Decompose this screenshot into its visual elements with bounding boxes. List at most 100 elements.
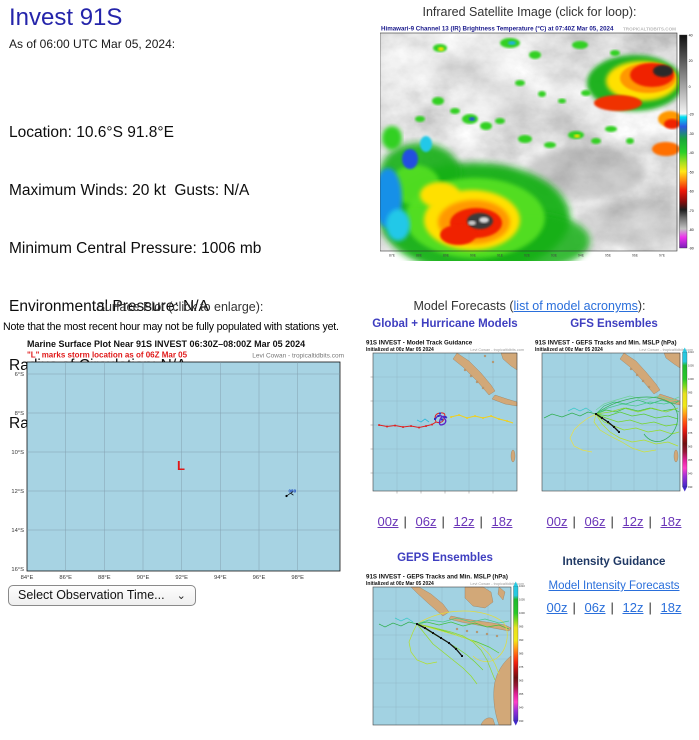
svg-text:995: 995 — [519, 625, 524, 629]
svg-text:-70: -70 — [689, 209, 694, 213]
separator: | — [648, 600, 652, 615]
svg-text:0: 0 — [689, 85, 691, 89]
gefs-tracks-map[interactable]: 91S INVEST - GEFS Tracks and Min. MSLP (… — [534, 338, 694, 506]
page-title: Invest 91S — [9, 4, 123, 31]
storm-max-winds: Maximum Winds: 20 kt Gusts: N/A — [9, 182, 250, 200]
station-plot: 080 — [285, 489, 297, 498]
svg-text:-30: -30 — [689, 132, 694, 136]
svg-text:12°S: 12°S — [11, 489, 24, 495]
svg-text:91S INVEST - Model Track Guida: 91S INVEST - Model Track Guidance — [366, 340, 473, 347]
satellite-image-title: Himawari-9 Channel 13 (IR) Brightness Te… — [381, 26, 614, 33]
svg-text:940: 940 — [688, 472, 693, 476]
svg-text:930: 930 — [519, 719, 524, 723]
gfs-link-06z[interactable]: 06z — [584, 514, 606, 529]
svg-text:080: 080 — [289, 489, 297, 494]
separator: | — [648, 514, 652, 529]
model-tracks — [378, 412, 514, 429]
svg-text:90E: 90E — [470, 254, 477, 258]
svg-text:995: 995 — [688, 391, 693, 395]
observation-time-select[interactable]: Select Observation Time... ⌄ — [8, 585, 196, 606]
global-link-18z[interactable]: 18z — [491, 514, 513, 529]
tropicaltidbits-watermark: TROPICALTIDBITS.COM — [623, 27, 676, 32]
land-shapes — [452, 352, 518, 463]
surface-plot-section: Surface Plot (click to enlarge): Note th… — [0, 297, 360, 728]
satellite-convection-blobs — [380, 38, 683, 261]
svg-text:940: 940 — [519, 706, 524, 710]
svg-text:90°E: 90°E — [137, 575, 150, 581]
surface-plot-x-labels: 84°E 86°E 88°E 90°E 92°E 94°E 96°E 98°E — [21, 575, 304, 581]
svg-text:-50: -50 — [689, 170, 694, 174]
infrared-satellite-image[interactable]: Himawari-9 Channel 13 (IR) Brightness Te… — [380, 23, 695, 261]
svg-text:84°E: 84°E — [21, 575, 34, 581]
marine-surface-plot[interactable]: Marine Surface Plot Near 91S INVEST 06:3… — [3, 338, 351, 583]
satellite-section-title: Infrared Satellite Image (click for loop… — [422, 5, 637, 19]
map-grid — [373, 353, 517, 491]
svg-text:985: 985 — [519, 652, 524, 656]
svg-text:8°S: 8°S — [15, 411, 25, 417]
surface-plot-area — [26, 361, 341, 572]
wind-barb — [286, 491, 294, 497]
svg-text:91E: 91E — [497, 254, 504, 258]
model-forecasts-title-prefix: Model Forecasts ( — [413, 299, 514, 313]
global-time-links: 00z | 06z | 12z | 18z — [362, 514, 528, 529]
svg-text:-60: -60 — [689, 190, 694, 194]
observation-time-select-label: Select Observation Time... — [18, 588, 165, 602]
surface-plot-credit: Levi Cowan - tropicaltidbits.com — [252, 353, 344, 360]
gfs-link-12z[interactable]: 12z — [622, 514, 644, 529]
svg-text:955: 955 — [688, 458, 693, 462]
svg-text:92°E: 92°E — [175, 575, 188, 581]
model-intensity-forecasts-link[interactable]: Model Intensity Forecasts — [548, 580, 680, 592]
geps-ensembles-header: GEPS Ensembles — [397, 552, 493, 564]
svg-text:990: 990 — [688, 404, 693, 408]
svg-text:88°E: 88°E — [98, 575, 111, 581]
mslp-colorbar: 1010 1005 1000 995 990 985 975 965 955 9… — [513, 581, 525, 726]
global-hurricane-panel: Global + Hurricane Models 91S INVEST - M… — [362, 318, 528, 529]
model-acronyms-link[interactable]: list of model acronyms — [513, 299, 638, 313]
svg-text:930: 930 — [688, 485, 693, 489]
svg-text:-40: -40 — [689, 151, 694, 155]
svg-text:985: 985 — [688, 418, 693, 422]
svg-text:6°S: 6°S — [15, 372, 25, 378]
gfs-link-00z[interactable]: 00z — [546, 514, 568, 529]
intensity-link-06z[interactable]: 06z — [584, 600, 606, 615]
geps-tracks-map[interactable]: 91S INVEST - GEPS Tracks and Min. MSLP (… — [365, 572, 525, 740]
svg-text:1010: 1010 — [688, 350, 694, 354]
satellite-frame — [380, 32, 678, 252]
svg-text:1005: 1005 — [519, 598, 525, 602]
svg-text:88E: 88E — [416, 254, 423, 258]
svg-text:97E: 97E — [659, 254, 666, 258]
surface-plot-subtitle: "L" marks storm location as of 06Z Mar 0… — [27, 351, 188, 360]
global-link-06z[interactable]: 06z — [415, 514, 437, 529]
surface-plot-grid — [27, 362, 340, 571]
surface-plot-y-labels: 6°S 8°S 10°S 12°S 14°S 16°S — [11, 372, 24, 573]
storm-min-pressure: Minimum Central Pressure: 1006 mb — [9, 240, 262, 258]
svg-text:965: 965 — [519, 679, 524, 683]
geps-ensembles-panel: GEPS Ensembles 91S INVEST - GEPS Tracks … — [362, 552, 528, 740]
ensemble-tracks — [543, 395, 680, 453]
intensity-link-18z[interactable]: 18z — [660, 600, 682, 615]
gfs-link-18z[interactable]: 18z — [660, 514, 682, 529]
model-track-guidance-map[interactable]: 91S INVEST - Model Track Guidance Initia… — [365, 338, 525, 506]
svg-text:94E: 94E — [578, 254, 585, 258]
intensity-link-00z[interactable]: 00z — [546, 600, 568, 615]
svg-text:-80: -80 — [689, 228, 694, 232]
svg-text:94°E: 94°E — [214, 575, 227, 581]
intensity-time-links: 00z | 06z | 12z | 18z — [531, 600, 697, 615]
svg-text:Levi Cowan - tropicaltidbits.c: Levi Cowan - tropicaltidbits.com — [470, 582, 524, 586]
svg-text:16°S: 16°S — [11, 567, 24, 573]
global-link-00z[interactable]: 00z — [377, 514, 399, 529]
svg-text:95E: 95E — [605, 254, 612, 258]
axis-ticks — [370, 376, 494, 494]
ensemble-tracks — [378, 610, 510, 685]
separator: | — [403, 514, 407, 529]
svg-text:Initialized at 00z Mar 05 2024: Initialized at 00z Mar 05 2024 — [535, 347, 603, 353]
global-link-12z[interactable]: 12z — [453, 514, 475, 529]
intensity-link-12z[interactable]: 12z — [622, 600, 644, 615]
svg-text:10°S: 10°S — [11, 450, 24, 456]
svg-text:92E: 92E — [524, 254, 531, 258]
svg-text:975: 975 — [688, 431, 693, 435]
svg-text:87E: 87E — [389, 254, 396, 258]
svg-text:-20: -20 — [689, 113, 694, 117]
svg-text:89E: 89E — [443, 254, 450, 258]
svg-text:975: 975 — [519, 665, 524, 669]
